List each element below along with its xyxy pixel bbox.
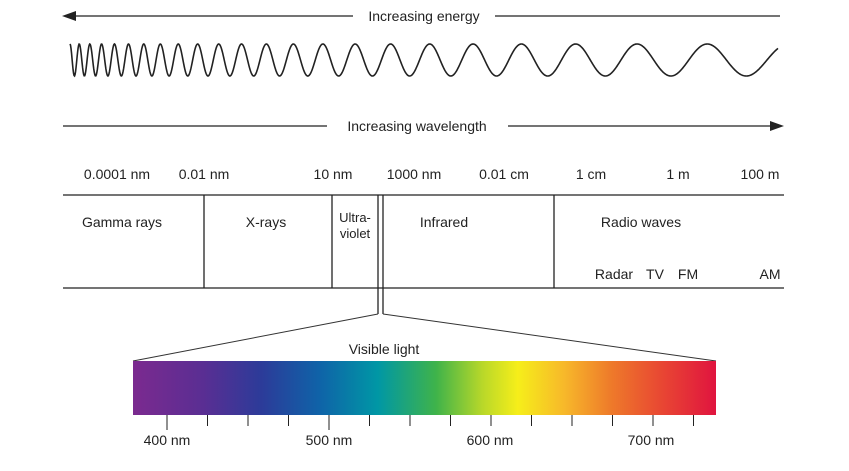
visible-tick-label: 600 nm bbox=[467, 432, 514, 448]
visible-tick-label: 500 nm bbox=[306, 432, 353, 448]
zoom-line-right bbox=[382, 313, 717, 362]
radio-sub-am: AM bbox=[760, 266, 781, 282]
visible-zoom-lines bbox=[132, 313, 717, 362]
zoom-line-left bbox=[132, 313, 379, 362]
visible-spectrum-ticks bbox=[166, 415, 694, 430]
wavelength-scale: 0.0001 nm 0.01 nm 10 nm 1000 nm 0.01 cm … bbox=[84, 166, 780, 182]
visible-tick-labels: 400 nm 500 nm 600 nm 700 nm bbox=[144, 432, 675, 448]
visible-spectrum-bar bbox=[133, 361, 716, 415]
scale-label: 0.01 cm bbox=[479, 166, 529, 182]
visible-tick-label: 700 nm bbox=[628, 432, 675, 448]
scale-label: 1 cm bbox=[576, 166, 606, 182]
band-ultraviolet-line1: Ultra- bbox=[339, 210, 371, 225]
band-infrared: Infrared bbox=[420, 214, 468, 230]
energy-arrow-label: Increasing energy bbox=[368, 8, 479, 24]
scale-label: 0.01 nm bbox=[179, 166, 230, 182]
wavelength-arrow: Increasing wavelength bbox=[63, 118, 784, 134]
scale-label: 1000 nm bbox=[387, 166, 441, 182]
wave bbox=[69, 42, 779, 78]
wavelength-arrowhead bbox=[770, 121, 784, 131]
visible-tick-label: 400 nm bbox=[144, 432, 191, 448]
band-radio-waves: Radio waves bbox=[601, 214, 681, 230]
radio-sub-tv: TV bbox=[646, 266, 665, 282]
scale-label: 10 nm bbox=[314, 166, 353, 182]
wavelength-arrow-label: Increasing wavelength bbox=[347, 118, 486, 134]
radio-sub-fm: FM bbox=[678, 266, 698, 282]
spectrum-band-table: Gamma rays X-rays Ultra- violet Infrared… bbox=[63, 194, 784, 314]
band-gamma-rays: Gamma rays bbox=[82, 214, 162, 230]
scale-label: 100 m bbox=[741, 166, 780, 182]
energy-arrow: Increasing energy bbox=[62, 8, 780, 24]
visible-light-title: Visible light bbox=[349, 341, 420, 357]
scale-label: 1 m bbox=[666, 166, 689, 182]
band-x-rays: X-rays bbox=[246, 214, 286, 230]
scale-label: 0.0001 nm bbox=[84, 166, 150, 182]
band-ultraviolet-line2: violet bbox=[340, 226, 371, 241]
energy-arrowhead bbox=[62, 11, 76, 21]
radio-sub-radar: Radar bbox=[595, 266, 633, 282]
